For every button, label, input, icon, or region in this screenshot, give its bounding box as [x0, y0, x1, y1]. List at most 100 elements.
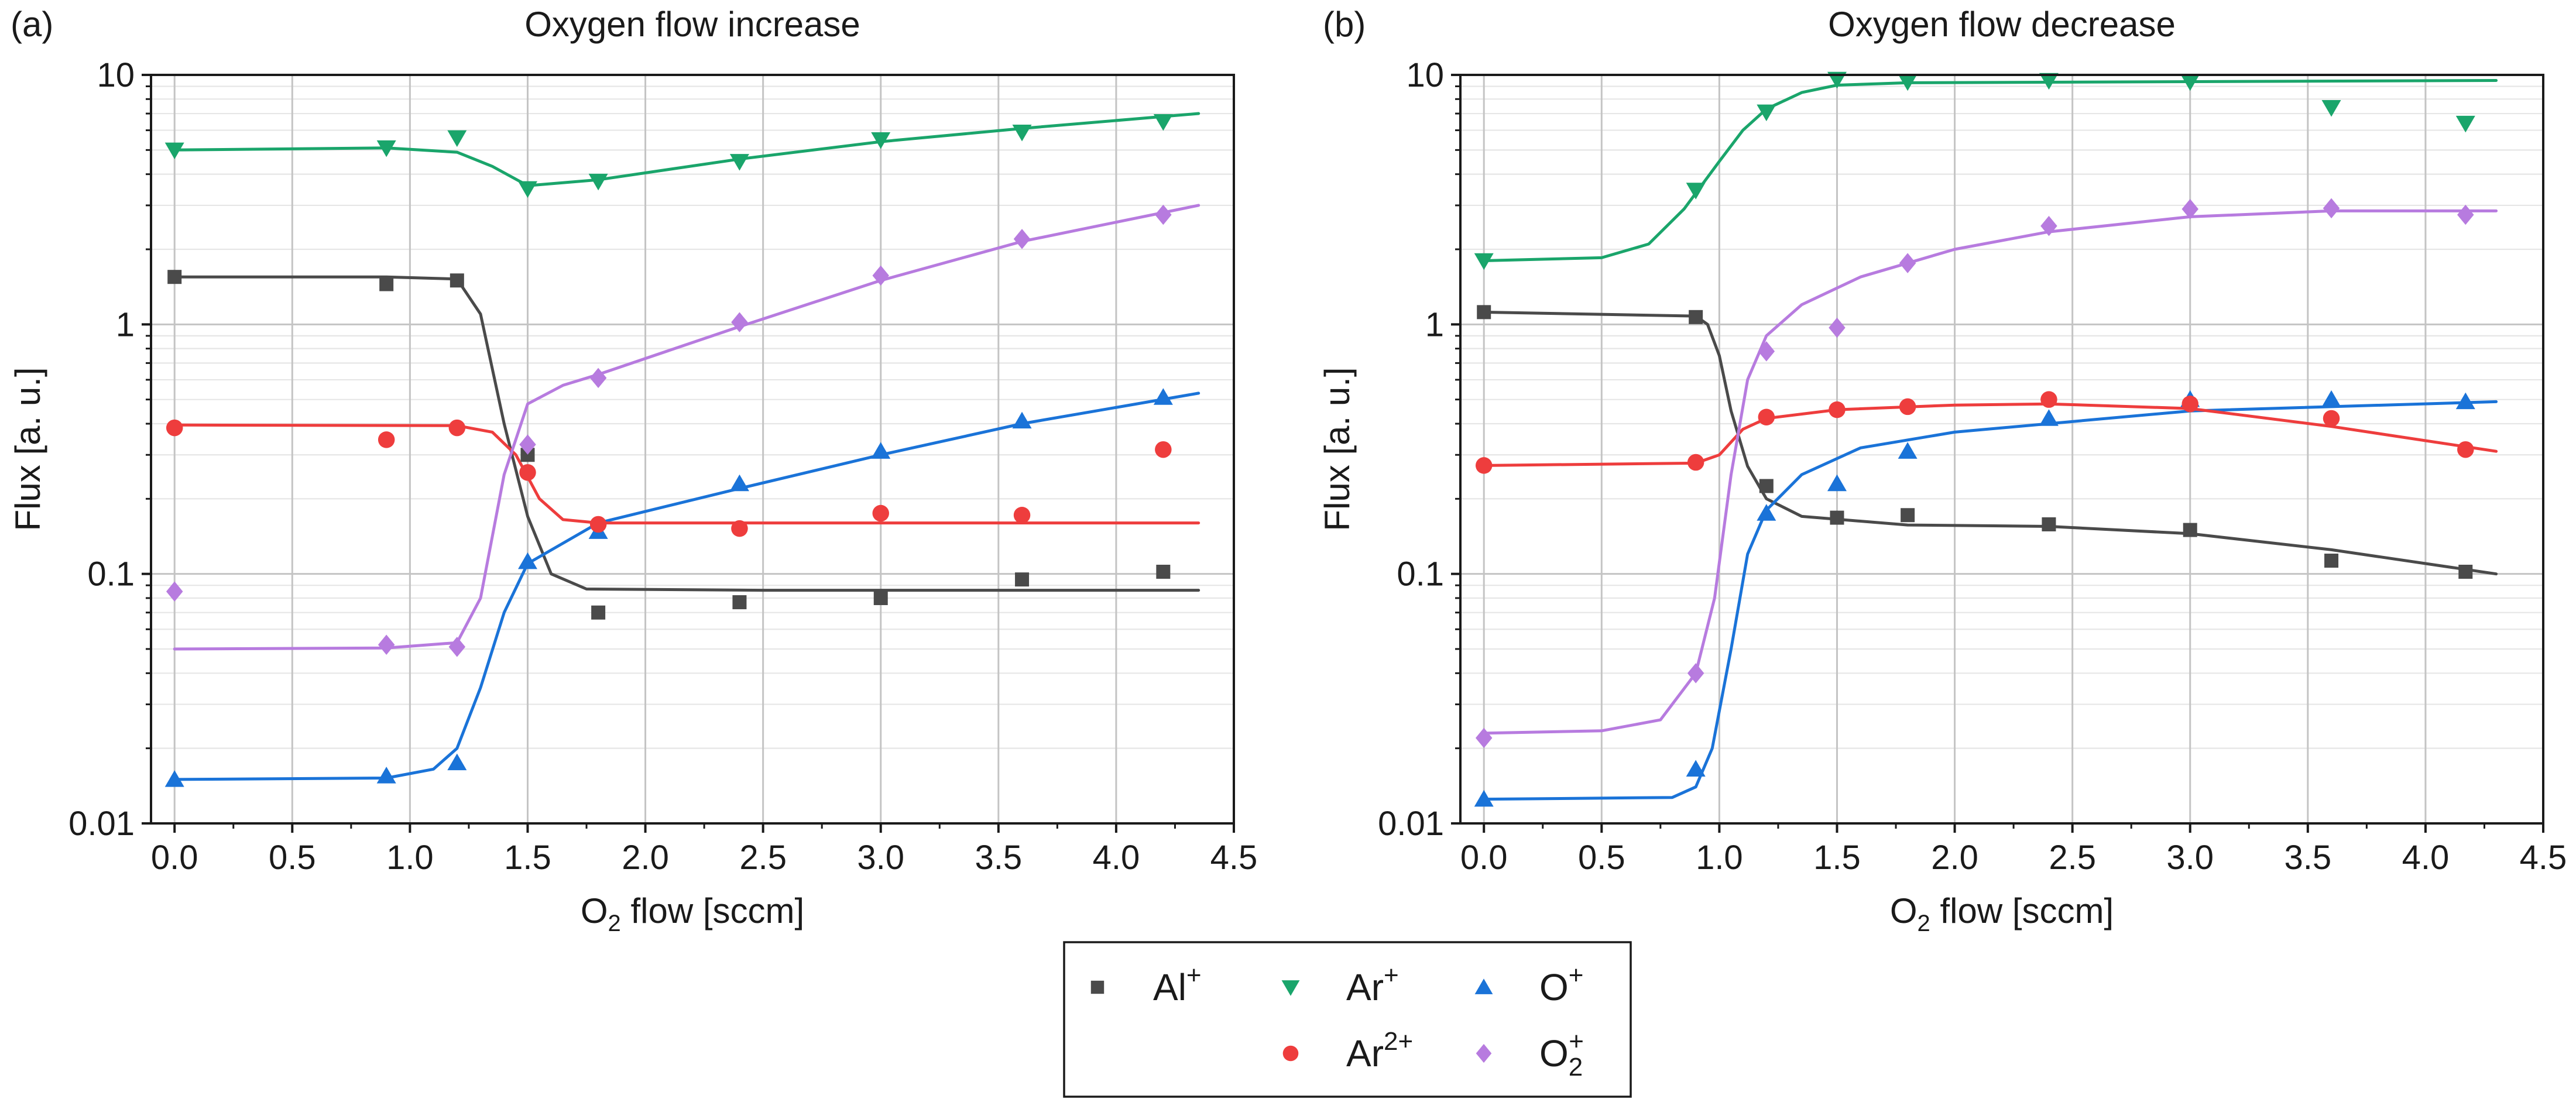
axes-frame: [1459, 74, 2544, 825]
data-point-Ar2plus: [1013, 507, 1031, 524]
data-point-Arplus: [588, 173, 608, 191]
x-tick-label: 2.5: [2049, 839, 2096, 877]
legend-entry-Oplus: O+: [1474, 961, 1583, 1008]
data-point-Ar2plus: [1829, 401, 1846, 418]
x-axis-label: O2 flow [sccm]: [1890, 891, 2114, 936]
data-point-Arplus: [2039, 73, 2059, 90]
data-point-Ar2plus: [1758, 408, 1775, 426]
data-point-Arplus: [1012, 124, 1032, 142]
data-point-O2plus: [2457, 204, 2474, 225]
data-point-O2plus: [1155, 204, 1172, 225]
fit-curve-O2plus: [173, 204, 1200, 651]
data-point-O2plus: [1829, 317, 1846, 338]
chart-panel-b: 0.0 0.5 1.0 1.5 2.0 2.5 3.0 3.5 4.0 4.5 0.01 0.1 1 10…: [1318, 5, 2567, 936]
data-point-Alplus: [1901, 508, 1915, 523]
fit-curve-Arplus: [173, 112, 1200, 187]
data-point-Oplus: [1012, 411, 1032, 429]
x-tick-label: 2.0: [1931, 839, 1978, 877]
data-point-O2plus: [589, 368, 607, 389]
data-point-Oplus: [2321, 390, 2341, 407]
data-point-Arplus: [1153, 114, 1173, 131]
y-tick-label: 1: [1425, 305, 1444, 344]
data-point-O2plus: [166, 581, 183, 602]
data-point-Ar2plus: [448, 419, 466, 437]
x-tick-label: 3.5: [975, 839, 1023, 877]
data-point-O2plus: [2323, 198, 2340, 219]
legend-label: O2+: [1539, 1027, 1584, 1081]
data-point-Arplus: [2321, 100, 2341, 117]
fit-curve-Oplus: [1482, 400, 2498, 801]
data-point-Oplus: [1898, 442, 1918, 459]
fit-curve-Arplus: [1482, 79, 2498, 262]
x-tick-label: 0.0: [151, 839, 198, 877]
data-point-Ar2plus: [2323, 410, 2340, 427]
legend-label: Al+: [1153, 961, 1202, 1008]
data-point-Oplus: [871, 442, 891, 459]
data-point-Ar2plus: [1687, 454, 1704, 471]
x-tick-label: 0.5: [269, 839, 316, 877]
data-point-Ar2plus: [378, 431, 395, 448]
y-axis-label: Flux [a. u.]: [8, 367, 47, 531]
data-point-Arplus: [2455, 115, 2475, 133]
data-point-Arplus: [729, 154, 749, 171]
data-point-Alplus: [167, 270, 182, 284]
data-point-O2plus: [731, 312, 748, 332]
data-point-Oplus: [2455, 392, 2475, 410]
x-tick-label: 1.5: [504, 839, 551, 877]
data-point-Ar2plus: [2181, 395, 2198, 413]
data-point-Ar2plus: [2040, 391, 2057, 408]
data-point-O2plus: [1899, 253, 1916, 273]
data-point-Oplus: [376, 767, 396, 784]
data-point-Ar2plus: [519, 464, 536, 481]
data-point-Alplus: [873, 590, 888, 605]
x-axis-label: O2 flow [sccm]: [581, 891, 804, 936]
data-point-Arplus: [517, 181, 537, 198]
x-tick-label: 2.0: [622, 839, 669, 877]
x-tick-label: 1.5: [1813, 839, 1861, 877]
legend-entry-Alplus: Al+: [1090, 961, 1202, 1008]
data-point-Ar2plus: [1155, 441, 1172, 458]
legend: Al+ Ar+ O+ Ar2+ O2+: [1063, 941, 1632, 1098]
data-point-Arplus: [2180, 74, 2200, 91]
data-point-Arplus: [447, 130, 467, 147]
data-point-Arplus: [1474, 253, 1494, 270]
data-point-O2plus: [1475, 727, 1493, 748]
axes-frame: [150, 74, 1235, 825]
x-tick-label: 3.5: [2285, 839, 2332, 877]
data-point-O2plus: [448, 637, 466, 657]
legend-entry-Ar2plus: Ar2+: [1282, 1027, 1413, 1074]
grid: [151, 74, 1235, 825]
data-point-Alplus: [450, 273, 464, 288]
x-tick-label: 3.0: [857, 839, 904, 877]
data-point-Oplus: [1827, 474, 1847, 492]
legend-label: Ar+: [1346, 961, 1399, 1008]
data-point-Arplus: [1686, 183, 1706, 200]
legend-marker: [1476, 1043, 1492, 1063]
x-tick-label: 0.0: [1460, 839, 1508, 877]
legend-marker: [1282, 1045, 1299, 1062]
data-point-Alplus: [1830, 510, 1844, 525]
data-point-Alplus: [2183, 523, 2197, 537]
data-point-O2plus: [1758, 341, 1775, 362]
chart-title: Oxygen flow increase: [524, 5, 860, 44]
data-point-Ar2plus: [166, 419, 183, 437]
x-tick-label: 4.0: [1093, 839, 1140, 877]
data-point-Ar2plus: [872, 504, 889, 522]
data-point-Ar2plus: [1475, 457, 1493, 474]
data-point-Ar2plus: [1899, 398, 1916, 416]
data-point-Oplus: [517, 552, 537, 569]
data-point-Alplus: [1689, 310, 1703, 324]
data-point-O2plus: [519, 434, 536, 455]
data-point-Arplus: [376, 140, 396, 157]
y-tick-label: 0.1: [1397, 555, 1444, 593]
y-axis-label: Flux [a. u.]: [1318, 367, 1357, 531]
legend-label: O+: [1539, 961, 1583, 1008]
x-tick-label: 4.5: [1210, 839, 1258, 877]
data-point-Arplus: [164, 142, 184, 160]
data-point-O2plus: [1687, 663, 1704, 684]
data-point-Ar2plus: [589, 516, 607, 533]
x-tick-label: 3.0: [2166, 839, 2214, 877]
y-tick-label: 10: [1406, 56, 1444, 94]
data-point-Oplus: [164, 770, 184, 787]
